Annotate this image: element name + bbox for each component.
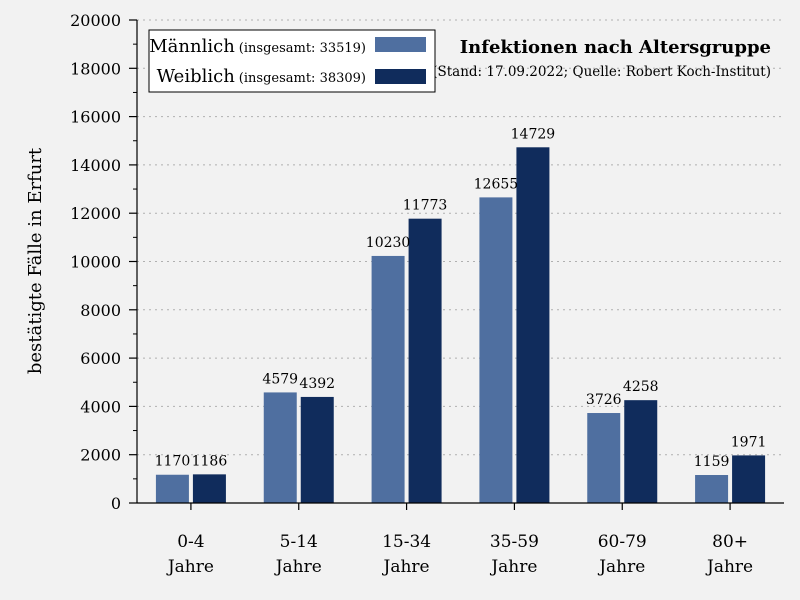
data-label-male: 1159 [694, 454, 730, 470]
data-label-female: 4258 [623, 379, 659, 395]
y-tick-label: 18000 [70, 59, 121, 78]
y-tick-label: 0 [111, 494, 121, 513]
bars [155, 147, 766, 503]
bar-male [695, 475, 729, 503]
bar-male [263, 392, 297, 503]
bar-female [192, 474, 226, 503]
y-tick-label: 16000 [70, 108, 121, 127]
x-tick-label: 80+ [712, 532, 748, 552]
y-tick-label: 4000 [80, 397, 121, 416]
axes: 0 2000 4000 6000 8000 10000 12000 14000 16000 180… [70, 11, 784, 513]
bar-female [624, 400, 658, 503]
data-label-female: 11773 [403, 198, 448, 214]
x-tick-label: 60-79 [598, 532, 647, 552]
y-tick-label: 20000 [70, 11, 121, 30]
x-tick-label: 0-4 [177, 532, 204, 552]
legend: Männlich (insgesamt: 33519) Weiblich (insg… [148, 29, 436, 93]
legend-total-male: (insgesamt: 33519) [239, 41, 366, 56]
x-tick-label-unit: Jahre [274, 557, 322, 577]
data-label-male: 10230 [366, 235, 411, 251]
bar-female [516, 147, 550, 503]
y-axis-label: bestätigte Fälle in Erfurt [25, 147, 46, 374]
bar-male [371, 255, 405, 503]
bar-male [155, 474, 189, 503]
data-label-male: 4579 [262, 371, 298, 387]
x-tick-label-unit: Jahre [382, 557, 430, 577]
legend-name-female: Weiblich [157, 66, 236, 87]
x-tick-label-unit: Jahre [489, 557, 537, 577]
legend-entry-female: Weiblich (insgesamt: 38309) [157, 66, 366, 87]
x-tick-label-unit: Jahre [597, 557, 645, 577]
y-tick-label: 10000 [70, 253, 121, 272]
data-label-female: 1186 [192, 453, 228, 469]
bar-female [300, 396, 334, 503]
x-tick-label-unit: Jahre [705, 557, 753, 577]
legend-name-male: Männlich [149, 36, 235, 57]
x-tick-label: 35-59 [490, 532, 539, 552]
y-tick-label: 2000 [80, 446, 121, 465]
data-label-male: 1170 [155, 454, 191, 470]
data-label-female: 4392 [299, 376, 335, 392]
x-tick-label: 5-14 [280, 532, 318, 552]
bar-male [587, 413, 621, 503]
data-label-male: 12655 [474, 176, 519, 192]
chart-title: Infektionen nach Altersgruppe [460, 37, 771, 58]
legend-swatch-male [375, 37, 426, 52]
y-tick-label: 14000 [70, 156, 121, 175]
data-label-male: 3726 [586, 392, 622, 408]
legend-total-female: (insgesamt: 38309) [239, 71, 366, 86]
labels: 1170 1186 0-4 Jahre 4579 4392 5-14 Jahre 10230 11… [155, 126, 767, 577]
x-tick-label: 15-34 [382, 532, 431, 552]
legend-swatch-female [375, 69, 426, 84]
chart-subtitle: (Stand: 17.09.2022; Quelle: Robert Koch-… [432, 64, 771, 80]
data-label-female: 1971 [731, 434, 767, 450]
legend-entry-male: Männlich (insgesamt: 33519) [149, 36, 366, 57]
y-tick-label: 12000 [70, 204, 121, 223]
data-label-female: 14729 [511, 126, 556, 142]
bar-male [479, 197, 513, 503]
bar-female [408, 218, 442, 503]
y-tick-label: 6000 [80, 349, 121, 368]
y-tick-label: 8000 [80, 301, 121, 320]
x-tick-label-unit: Jahre [166, 557, 214, 577]
bar-female [732, 455, 766, 503]
